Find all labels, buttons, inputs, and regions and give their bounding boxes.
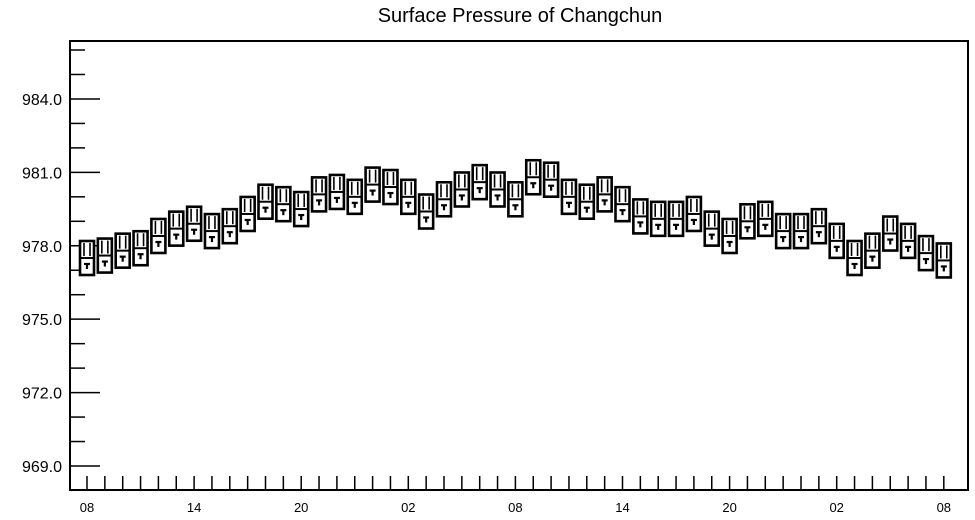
data-point xyxy=(382,168,399,206)
data-point xyxy=(453,171,471,208)
data-point xyxy=(810,207,828,245)
data-point xyxy=(632,198,649,235)
data-point xyxy=(292,190,310,228)
data-point xyxy=(792,212,810,250)
data-point xyxy=(399,178,417,216)
x-tick-label: 20 xyxy=(294,500,308,515)
data-point xyxy=(881,215,899,252)
data-point xyxy=(846,239,863,277)
data-point xyxy=(239,195,256,233)
data-point xyxy=(614,185,631,223)
data-point xyxy=(203,212,221,250)
data-point xyxy=(489,171,506,208)
data-point xyxy=(560,178,578,216)
x-tick-label: 14 xyxy=(615,500,629,515)
x-tick-label: 08 xyxy=(508,500,522,515)
y-tick-label: 969.0 xyxy=(22,459,62,476)
data-point xyxy=(185,205,203,243)
data-point xyxy=(899,222,917,260)
data-point xyxy=(756,200,774,238)
data-point xyxy=(114,232,131,269)
data-point xyxy=(917,234,935,272)
x-tick-label: 14 xyxy=(187,500,201,515)
data-point xyxy=(578,183,596,221)
data-point xyxy=(703,210,721,247)
x-tick-label: 08 xyxy=(80,500,94,515)
data-point xyxy=(935,242,953,279)
y-tick-label: 978.0 xyxy=(22,239,62,256)
y-axis: 969.0 972.0 975.0 978.0 981.0 984.0 xyxy=(22,49,100,476)
data-point xyxy=(524,158,542,196)
chart-title: Surface Pressure of Changchun xyxy=(378,5,663,27)
data-point xyxy=(96,237,114,274)
data-point xyxy=(221,207,239,245)
data-point xyxy=(542,161,560,198)
data-point xyxy=(167,210,185,247)
data-point xyxy=(435,180,453,218)
data-point xyxy=(739,203,756,240)
y-tick-label: 972.0 xyxy=(22,386,62,403)
data-point xyxy=(364,166,381,203)
data-point xyxy=(774,212,792,250)
data-point xyxy=(310,176,328,213)
data-point xyxy=(346,178,364,216)
data-point xyxy=(596,176,613,213)
data-point xyxy=(257,183,274,221)
data-point xyxy=(649,200,667,238)
x-tick-label: 08 xyxy=(937,500,951,515)
data-point xyxy=(150,217,167,255)
data-point xyxy=(685,195,703,233)
y-tick-label: 981.0 xyxy=(22,165,62,182)
x-axis: 08 14 20 02 08 14 20 02 08 xyxy=(80,476,951,515)
x-tick-label: 02 xyxy=(829,500,843,515)
x-tick-label: 02 xyxy=(401,500,415,515)
data-point xyxy=(417,193,435,230)
data-point xyxy=(721,217,738,255)
data-point xyxy=(828,222,846,260)
y-tick-label: 984.0 xyxy=(22,92,62,109)
data-point xyxy=(471,163,489,201)
x-tick-label: 20 xyxy=(722,500,736,515)
data-point xyxy=(132,229,149,267)
data-point xyxy=(667,200,685,238)
y-tick-label: 975.0 xyxy=(22,312,62,329)
data-markers xyxy=(78,158,953,279)
data-point xyxy=(507,180,524,218)
plot-area-frame xyxy=(69,40,969,491)
data-point xyxy=(78,239,96,277)
data-point xyxy=(275,185,292,223)
data-point xyxy=(328,173,346,211)
data-point xyxy=(864,232,881,269)
